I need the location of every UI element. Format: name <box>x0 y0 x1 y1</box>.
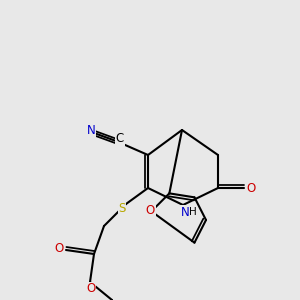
Text: C: C <box>116 133 124 146</box>
Text: O: O <box>86 283 96 296</box>
Text: O: O <box>54 242 64 256</box>
Text: O: O <box>246 182 256 194</box>
Text: N: N <box>87 124 95 137</box>
Text: O: O <box>146 204 155 217</box>
Text: H: H <box>189 207 197 217</box>
Text: N: N <box>181 206 189 218</box>
Text: S: S <box>118 202 126 214</box>
